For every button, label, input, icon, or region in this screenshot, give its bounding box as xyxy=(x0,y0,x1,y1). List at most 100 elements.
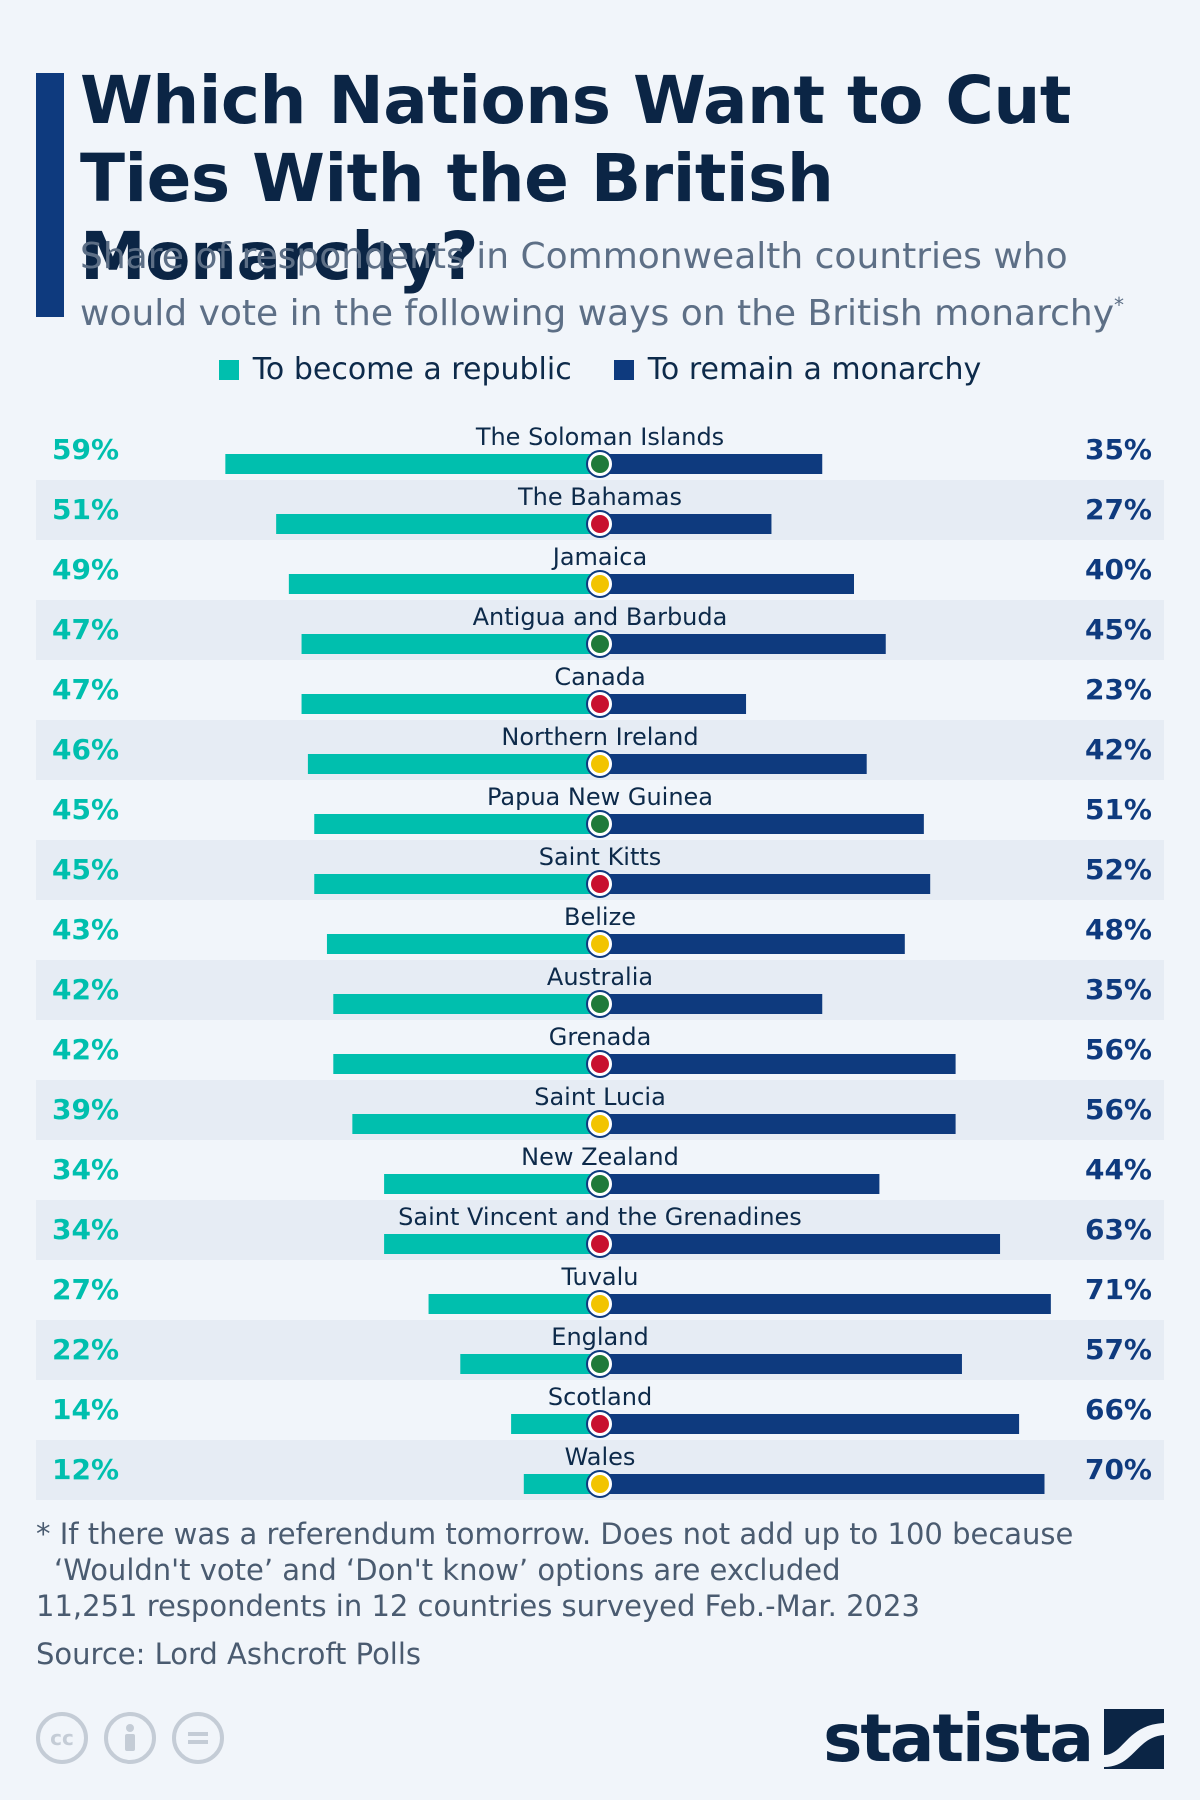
bar-monarchy xyxy=(600,634,886,654)
bar-monarchy xyxy=(600,994,823,1014)
category-label: Saint Vincent and the Grenadines xyxy=(398,1203,802,1231)
legend-item-republic: To become a republic xyxy=(218,352,572,387)
bar-monarchy xyxy=(600,454,823,474)
bar-monarchy xyxy=(600,1354,962,1374)
footnote-line-2: ‘Wouldn't vote’ and ‘Don't know’ options… xyxy=(54,1553,841,1587)
category-label: Tuvalu xyxy=(560,1263,638,1291)
data-label-republic: 22% xyxy=(52,1333,119,1366)
bar-republic xyxy=(511,1414,600,1434)
bar-monarchy xyxy=(600,514,772,534)
bar-republic xyxy=(333,1054,600,1074)
category-label: Scotland xyxy=(548,1383,652,1411)
cc-nd-icon[interactable] xyxy=(172,1712,224,1764)
data-label-republic: 47% xyxy=(52,673,119,706)
license-icons: cc xyxy=(36,1712,224,1764)
flag-icon-fill xyxy=(591,1475,609,1493)
category-label: Canada xyxy=(554,663,645,691)
data-label-republic: 42% xyxy=(52,1033,119,1066)
flag-icon-fill xyxy=(591,575,609,593)
bar-republic xyxy=(326,934,600,954)
bar-monarchy xyxy=(600,1234,1001,1254)
bar-republic xyxy=(225,454,600,474)
category-label: Australia xyxy=(547,963,653,991)
bar-republic xyxy=(314,814,600,834)
data-label-republic: 43% xyxy=(52,913,119,946)
bar-republic xyxy=(523,1474,600,1494)
bar-monarchy xyxy=(600,1294,1051,1314)
bar-republic xyxy=(384,1234,600,1254)
data-label-monarchy: 44% xyxy=(1085,1153,1152,1186)
footnote-line-1: * If there was a referendum tomorrow. Do… xyxy=(36,1517,1074,1551)
bar-monarchy xyxy=(600,1054,956,1074)
data-label-republic: 59% xyxy=(52,433,119,466)
data-label-monarchy: 23% xyxy=(1085,673,1152,706)
data-label-republic: 42% xyxy=(52,973,119,1006)
legend-label-monarchy: To remain a monarchy xyxy=(647,352,982,387)
data-label-republic: 34% xyxy=(52,1153,119,1186)
category-label: England xyxy=(551,1323,648,1351)
bar-monarchy xyxy=(600,1414,1020,1434)
category-label: Saint Kitts xyxy=(539,843,662,871)
statista-logo[interactable]: statista xyxy=(823,1700,1164,1777)
category-label: The Bahamas xyxy=(517,483,682,511)
legend-swatch-monarchy xyxy=(613,359,634,380)
flag-icon-fill xyxy=(591,1055,609,1073)
cc-icon[interactable]: cc xyxy=(36,1712,88,1764)
data-label-monarchy: 35% xyxy=(1085,973,1152,1006)
legend-item-monarchy: To remain a monarchy xyxy=(613,352,982,387)
bar-republic xyxy=(276,514,600,534)
title-accent-bar xyxy=(36,73,64,317)
flag-icon-fill xyxy=(591,1355,609,1373)
flag-icon-fill xyxy=(591,755,609,773)
bar-republic xyxy=(288,574,600,594)
footnote: * If there was a referendum tomorrow. Do… xyxy=(36,1516,1073,1624)
flag-icon-fill xyxy=(591,935,609,953)
data-label-monarchy: 57% xyxy=(1085,1333,1152,1366)
bar-republic xyxy=(333,994,600,1014)
bar-republic xyxy=(307,754,600,774)
data-label-monarchy: 40% xyxy=(1085,553,1152,586)
bar-republic xyxy=(352,1114,600,1134)
data-label-monarchy: 52% xyxy=(1085,853,1152,886)
bar-republic xyxy=(384,1174,600,1194)
flag-icon-fill xyxy=(591,635,609,653)
category-label: Belize xyxy=(564,903,636,931)
flag-icon-fill xyxy=(591,695,609,713)
flag-icon-fill xyxy=(591,815,609,833)
footnote-line-3: 11,251 respondents in 12 countries surve… xyxy=(36,1589,920,1623)
data-label-republic: 49% xyxy=(52,553,119,586)
data-label-monarchy: 63% xyxy=(1085,1213,1152,1246)
category-label: Saint Lucia xyxy=(534,1083,666,1111)
flag-icon-fill xyxy=(591,455,609,473)
category-label: Grenada xyxy=(549,1023,652,1051)
data-label-monarchy: 71% xyxy=(1085,1273,1152,1306)
subtitle-text: Share of respondents in Commonwealth cou… xyxy=(80,236,1115,334)
data-label-republic: 45% xyxy=(52,793,119,826)
bar-republic xyxy=(301,694,600,714)
cc-by-icon[interactable] xyxy=(104,1712,156,1764)
bar-republic xyxy=(460,1354,600,1374)
data-label-monarchy: 56% xyxy=(1085,1093,1152,1126)
category-label: New Zealand xyxy=(521,1143,679,1171)
data-label-monarchy: 51% xyxy=(1085,793,1152,826)
data-label-republic: 47% xyxy=(52,613,119,646)
flag-icon-fill xyxy=(591,515,609,533)
subtitle-asterisk: * xyxy=(1114,293,1125,317)
data-label-monarchy: 70% xyxy=(1085,1453,1152,1486)
data-label-republic: 14% xyxy=(52,1393,119,1426)
category-label: Antigua and Barbuda xyxy=(473,603,728,631)
flag-icon-fill xyxy=(591,1175,609,1193)
statista-logo-icon xyxy=(1104,1708,1164,1769)
bar-monarchy xyxy=(600,574,854,594)
category-label: Wales xyxy=(565,1443,636,1471)
bar-monarchy xyxy=(600,754,867,774)
bar-monarchy xyxy=(600,1114,956,1134)
legend-label-republic: To become a republic xyxy=(252,352,572,387)
bar-monarchy xyxy=(600,1474,1045,1494)
flag-icon-fill xyxy=(591,875,609,893)
bar-monarchy xyxy=(600,814,924,834)
data-label-monarchy: 45% xyxy=(1085,613,1152,646)
flag-icon-fill xyxy=(591,1115,609,1133)
data-label-republic: 46% xyxy=(52,733,119,766)
